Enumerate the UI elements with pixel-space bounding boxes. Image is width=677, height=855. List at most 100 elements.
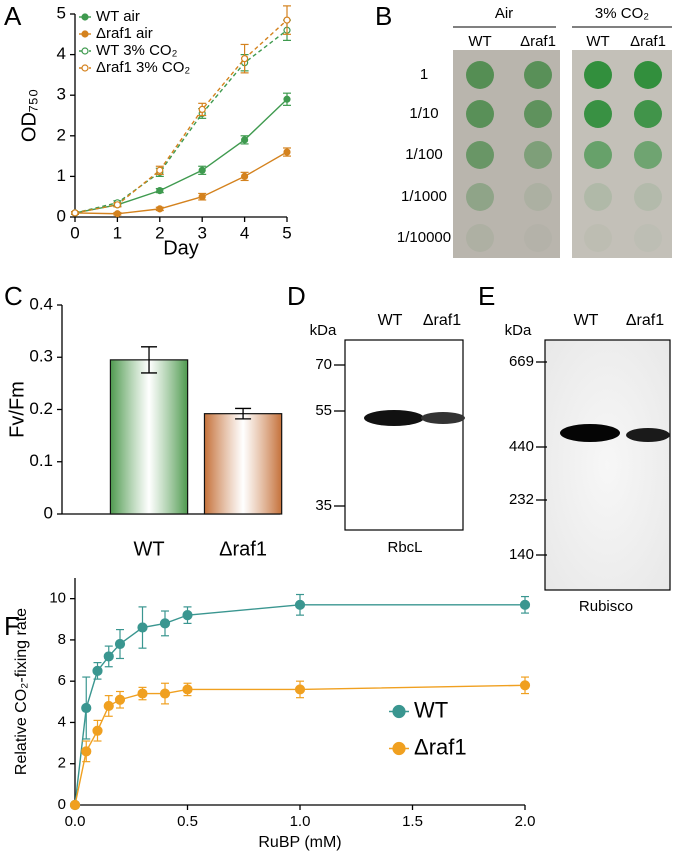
- legend-marker: [392, 741, 406, 756]
- point: [156, 166, 164, 174]
- point: [519, 680, 531, 691]
- band: [421, 412, 465, 424]
- blot-caption: RbcL: [387, 539, 422, 556]
- point: [241, 136, 249, 144]
- series-line: [74, 604, 525, 806]
- x-tick-label: 0.5: [177, 813, 198, 830]
- y-tick-label: 6: [58, 672, 66, 689]
- spot: [584, 100, 612, 128]
- legend-marker: [81, 47, 89, 55]
- point: [81, 702, 92, 714]
- y-tick-label: 5: [57, 3, 66, 22]
- y-tick-label: 0.2: [29, 399, 53, 418]
- spot: [584, 141, 612, 169]
- x-axis-label: RuBP (mM): [258, 834, 341, 851]
- point: [159, 688, 171, 699]
- point: [114, 694, 126, 705]
- point: [294, 599, 306, 610]
- series-line: [74, 19, 288, 214]
- legend-label: WT: [414, 697, 448, 722]
- point: [283, 95, 291, 103]
- legend-marker: [81, 13, 89, 21]
- legend-label: Δraf1: [414, 734, 467, 759]
- point: [283, 16, 291, 24]
- point: [159, 618, 171, 629]
- y-axis-label: Fv/Fm: [6, 381, 28, 438]
- y-tick-label: 0: [57, 206, 66, 225]
- marker-label: 440: [509, 438, 534, 455]
- spot: [634, 141, 662, 169]
- y-tick-label: 0: [44, 503, 53, 522]
- point: [113, 210, 122, 218]
- legend-marker: [81, 30, 89, 38]
- spot: [524, 183, 552, 211]
- dilution-label: 1/100: [405, 146, 443, 163]
- point: [283, 148, 291, 156]
- legend-marker: [392, 704, 406, 719]
- point: [519, 599, 531, 610]
- spot: [466, 141, 494, 169]
- legend-marker: [81, 64, 89, 72]
- y-tick-label: 4: [58, 713, 66, 730]
- y-tick-label: 0.4: [29, 294, 53, 313]
- point: [182, 610, 193, 621]
- y-tick-label: 0: [58, 796, 66, 813]
- spot: [524, 61, 552, 89]
- panel-letter: A: [4, 1, 22, 31]
- point: [103, 651, 114, 662]
- spot: [466, 61, 494, 89]
- marker-label: 70: [315, 356, 332, 373]
- strain-label: WT: [586, 33, 609, 50]
- panel-letter: F: [4, 611, 20, 641]
- series-line: [74, 151, 288, 215]
- point: [241, 55, 249, 63]
- dilution-label: 1: [420, 66, 428, 83]
- x-tick-label: 0: [70, 223, 79, 242]
- x-tick-label: 4: [240, 223, 249, 242]
- point: [71, 209, 79, 217]
- band: [560, 424, 620, 442]
- spot: [466, 183, 494, 211]
- spot: [584, 224, 612, 252]
- panel-letter: D: [287, 281, 306, 311]
- marker-label: 232: [509, 491, 534, 508]
- band: [626, 428, 670, 442]
- spot: [524, 100, 552, 128]
- strain-label: Δraf1: [630, 33, 666, 50]
- bar: [109, 359, 189, 515]
- point: [92, 665, 103, 676]
- unit-label: kDa: [310, 322, 337, 339]
- dilution-label: 1/10000: [397, 229, 451, 246]
- condition-label: Air: [495, 5, 513, 22]
- spot: [524, 141, 552, 169]
- point: [294, 684, 306, 695]
- legend-label: Δraf1 air: [96, 25, 153, 42]
- y-axis-label: OD₇₅₀: [18, 89, 40, 142]
- y-axis-label: Relative CO₂-fixing rate: [13, 608, 30, 775]
- y-tick-label: 1: [57, 166, 66, 185]
- spot: [466, 100, 494, 128]
- point: [182, 684, 193, 695]
- point: [156, 205, 164, 213]
- marker-label: 35: [315, 497, 332, 514]
- spot: [634, 61, 662, 89]
- series-line: [74, 98, 288, 214]
- band: [364, 410, 424, 426]
- x-axis-label: Day: [163, 237, 199, 259]
- dilution-label: 1/10: [409, 105, 438, 122]
- y-tick-label: 0.3: [29, 347, 53, 366]
- x-tick-label: 0.0: [65, 813, 86, 830]
- point: [69, 799, 81, 811]
- y-tick-label: 2: [57, 125, 66, 144]
- strain-label: Δraf1: [520, 33, 556, 50]
- blot: [544, 339, 671, 591]
- x-tick-label: Δraf1: [219, 538, 267, 560]
- point: [81, 746, 92, 757]
- condition-label: 3% CO₂: [595, 5, 649, 22]
- panel-letter: B: [375, 1, 392, 31]
- point: [137, 622, 148, 633]
- lane-label: Δraf1: [423, 312, 461, 329]
- blot-caption: Rubisco: [579, 598, 633, 615]
- point: [241, 172, 249, 180]
- marker-label: 669: [509, 353, 534, 370]
